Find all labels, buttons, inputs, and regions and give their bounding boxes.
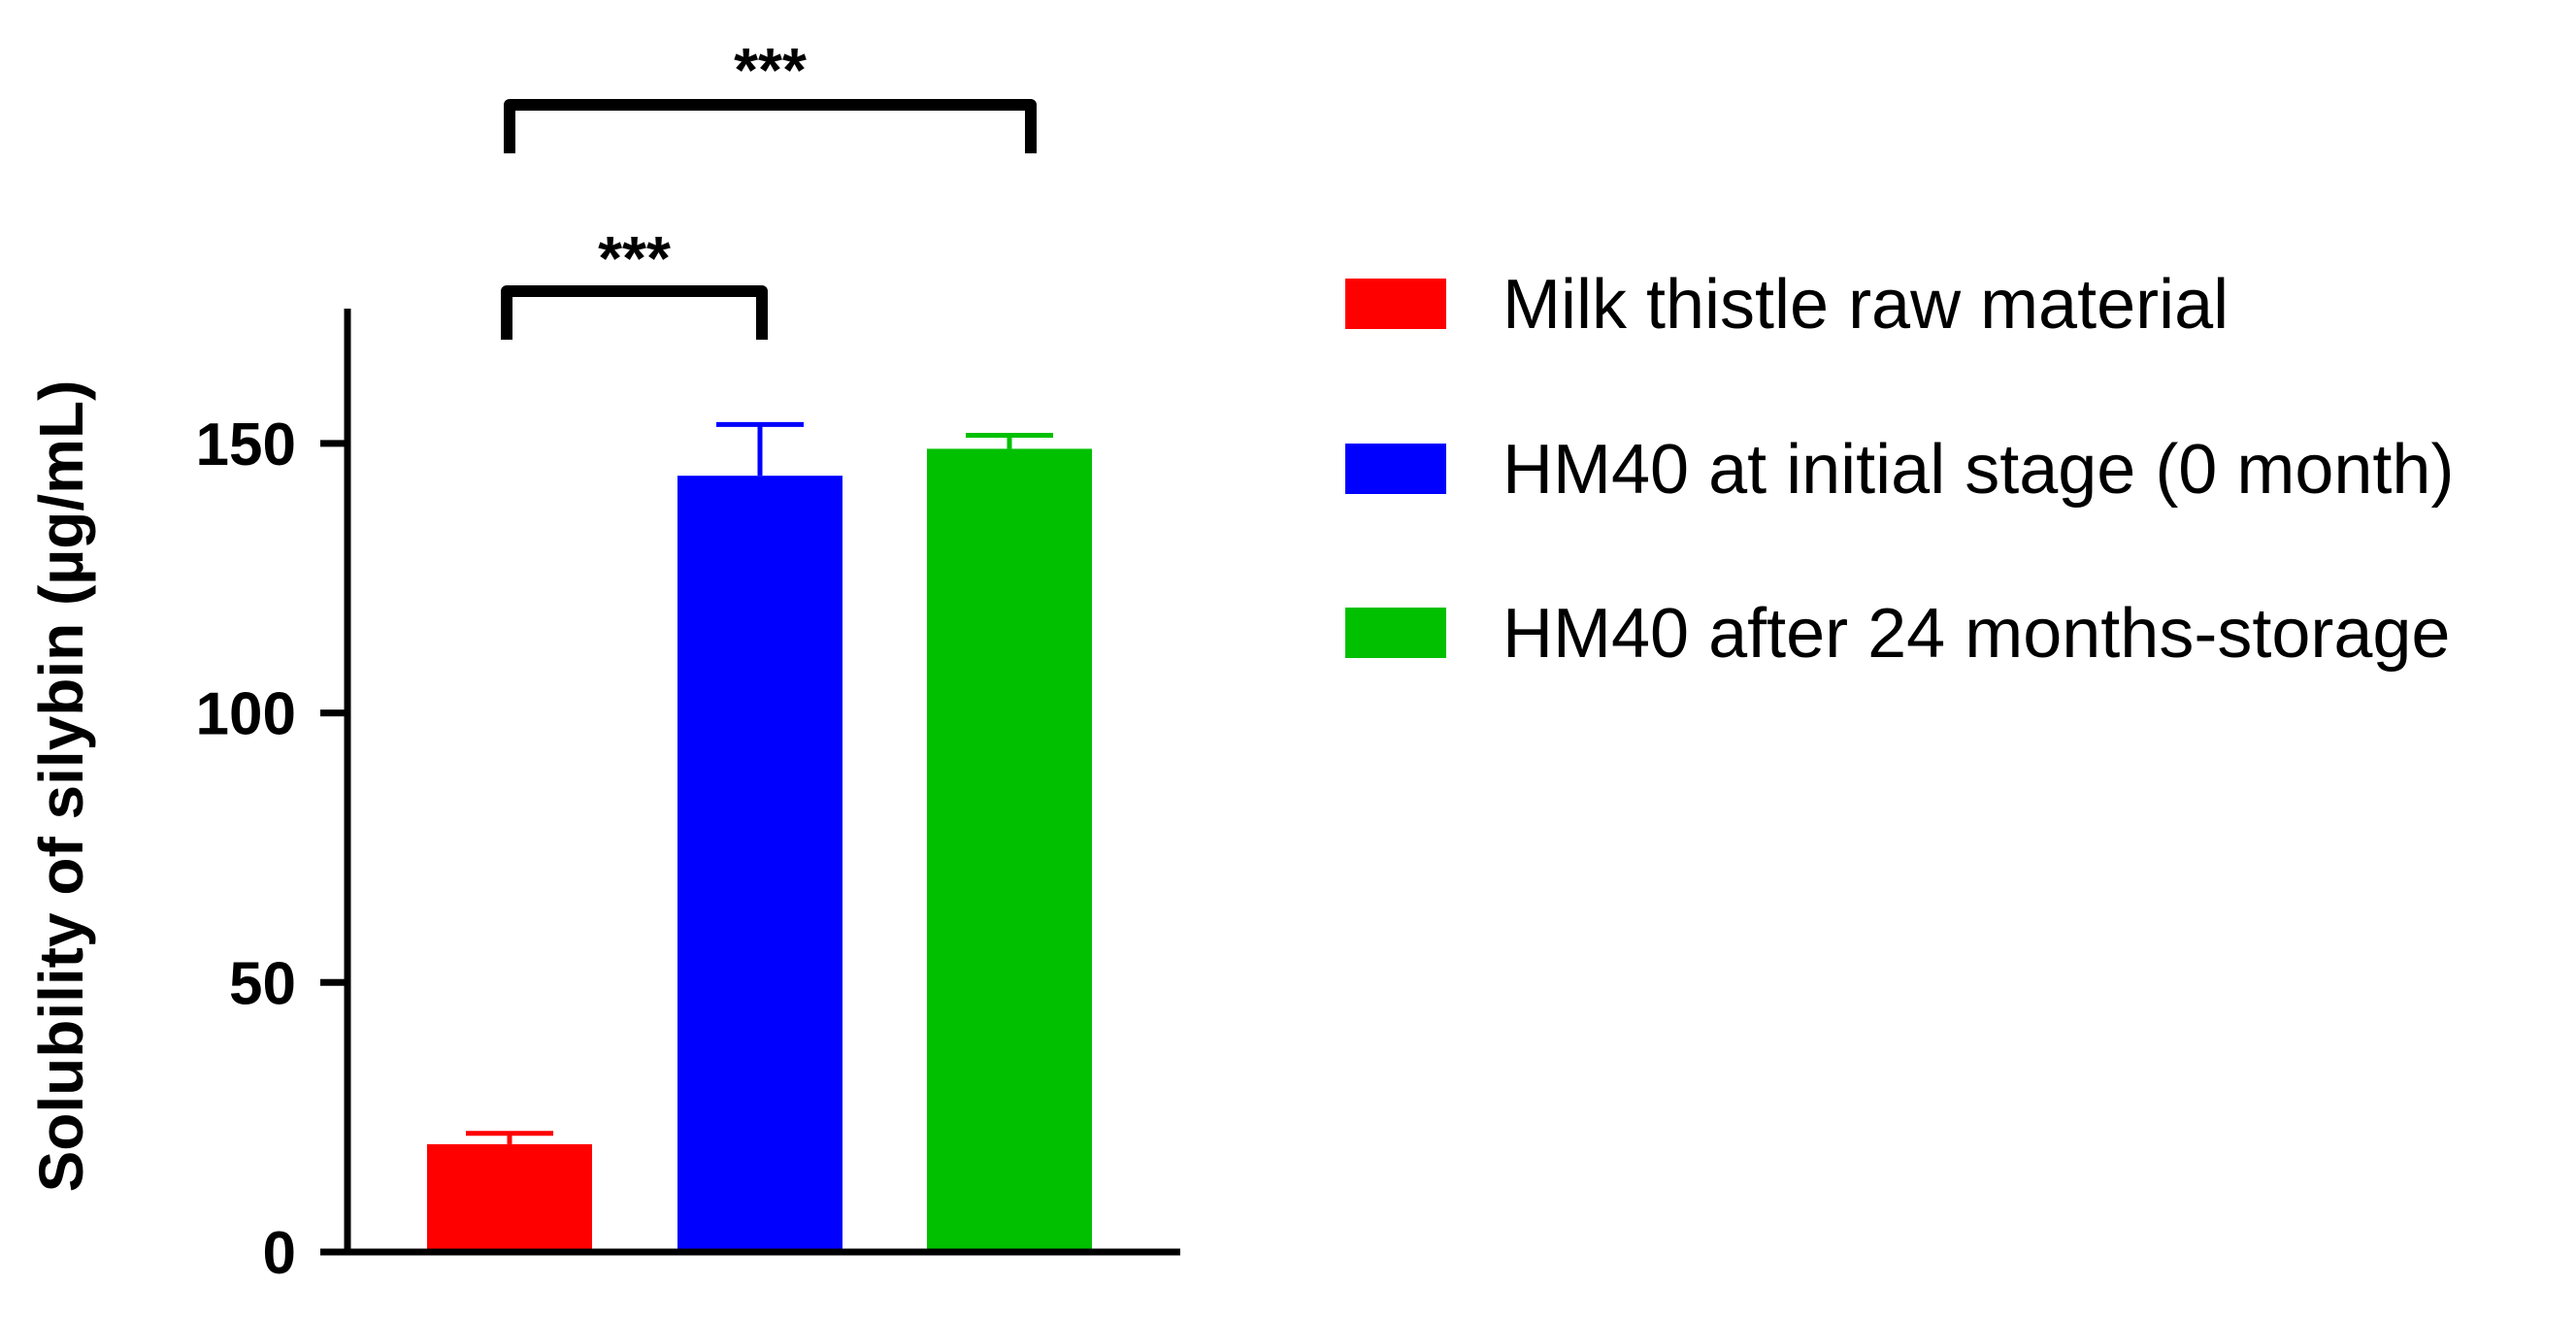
legend-label-1: Milk thistle raw material	[1503, 266, 2229, 344]
y-tick-label: 150	[196, 412, 296, 478]
significance-label-2: ***	[734, 35, 807, 105]
legend-swatch-1	[1345, 279, 1446, 329]
error-bars	[466, 421, 1053, 1144]
y-tick-label: 0	[263, 1220, 296, 1287]
legend-swatch-2	[1345, 444, 1446, 494]
y-tick-label: 50	[229, 950, 296, 1017]
y-tick-label: 100	[196, 681, 296, 748]
y-axis-title: Solubility of silybin (µg/mL)	[26, 380, 96, 1193]
bars	[427, 448, 1092, 1252]
bar-3	[927, 448, 1092, 1252]
significance-label-1: ***	[598, 223, 671, 293]
legend-swatch-3	[1345, 608, 1446, 658]
legend-label-2: HM40 at initial stage (0 month)	[1503, 431, 2454, 509]
legend-label-3: HM40 after 24 months-storage	[1503, 595, 2450, 673]
significance-brackets: *** ***	[501, 35, 1037, 340]
y-ticks: 0 50 100 150	[196, 412, 347, 1287]
legend: Milk thistle raw material HM40 at initial…	[1345, 266, 2454, 673]
significance-bracket-2	[504, 99, 1037, 153]
bar-2	[677, 476, 842, 1252]
significance-bracket-1	[501, 285, 768, 340]
axes	[344, 309, 1180, 1256]
bar-1	[427, 1143, 592, 1252]
